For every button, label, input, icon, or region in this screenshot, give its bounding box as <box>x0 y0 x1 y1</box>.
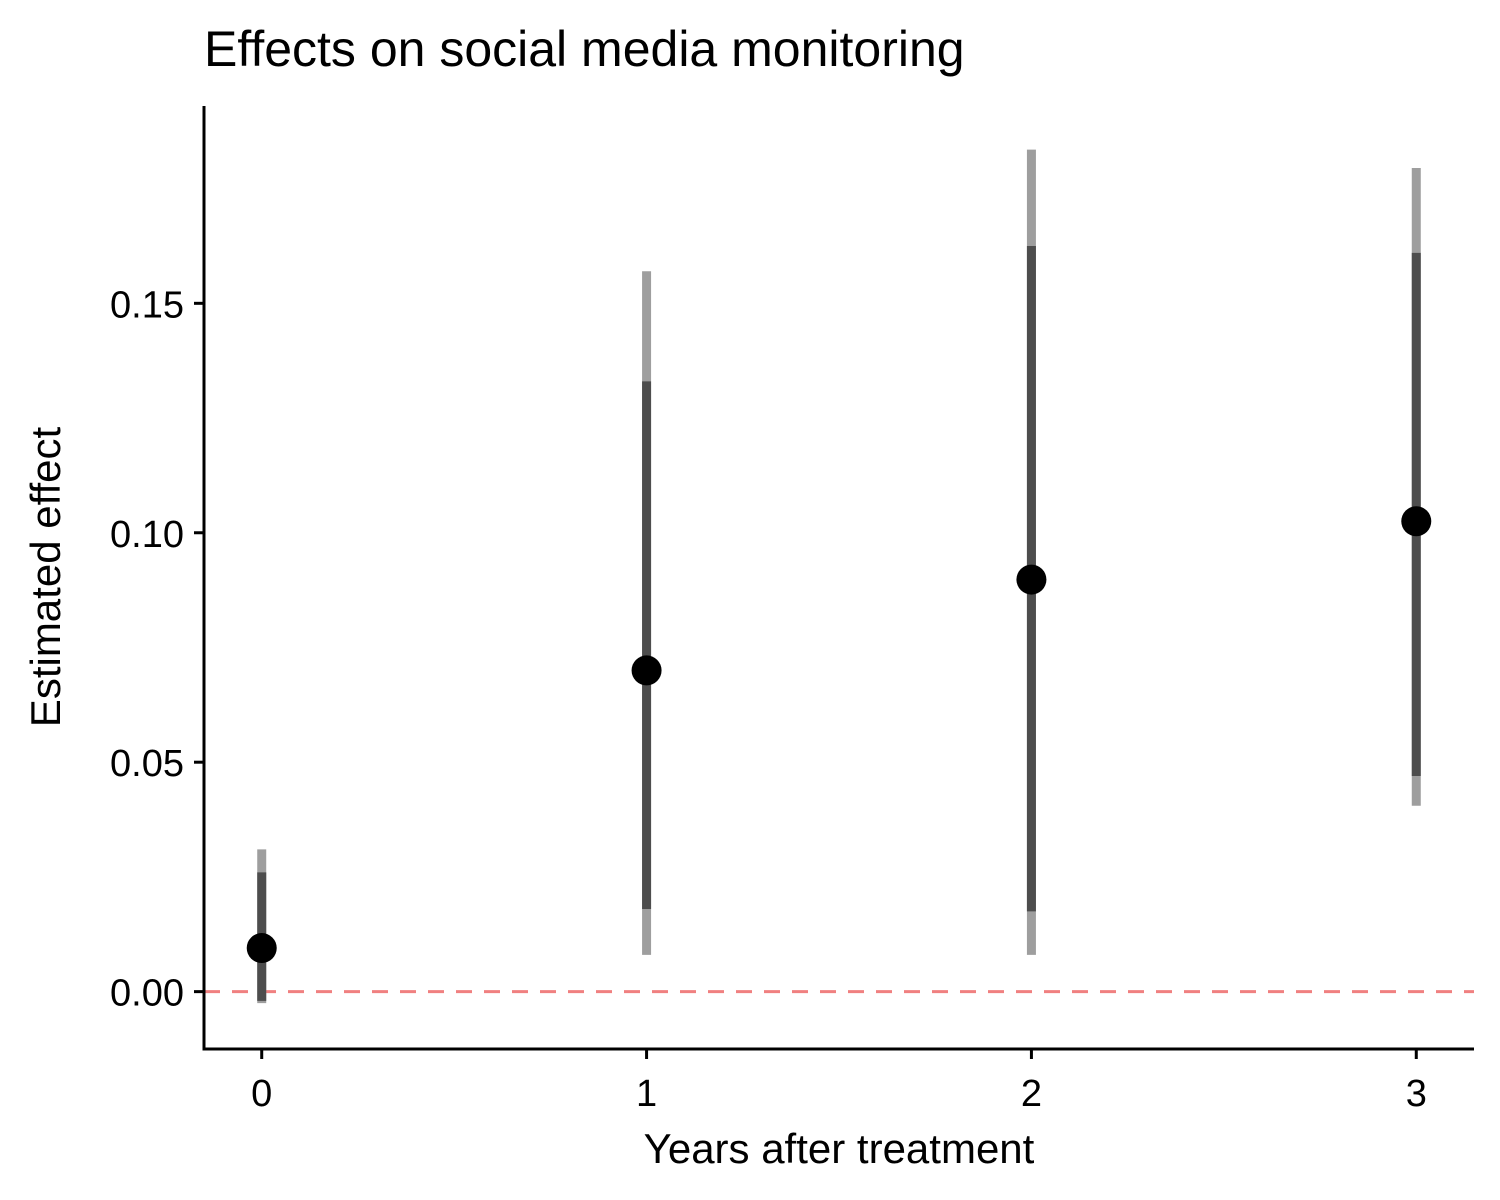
y-tick-label: 0.15 <box>110 284 184 326</box>
x-axis-ticks: 0 1 2 3 <box>251 1049 1427 1115</box>
y-tick-label: 0.05 <box>110 743 184 785</box>
y-axis-label: Estimated effect <box>22 426 69 727</box>
plot-area <box>204 149 1474 1004</box>
y-tick-label: 0.10 <box>110 514 184 556</box>
x-tick-label: 0 <box>251 1073 272 1115</box>
y-tick-label: 0.00 <box>110 973 184 1015</box>
chart-title: Effects on social media monitoring <box>204 21 965 77</box>
estimate-point <box>246 933 277 964</box>
estimate-point <box>1016 564 1047 595</box>
estimate-point <box>1401 506 1432 537</box>
x-tick-label: 2 <box>1021 1073 1042 1115</box>
estimate-point <box>631 655 662 686</box>
y-axis-ticks: 0.00 0.05 0.10 0.15 <box>110 284 204 1015</box>
x-tick-label: 1 <box>636 1073 657 1115</box>
x-tick-label: 3 <box>1406 1073 1427 1115</box>
x-axis-label: Years after treatment <box>644 1125 1035 1172</box>
